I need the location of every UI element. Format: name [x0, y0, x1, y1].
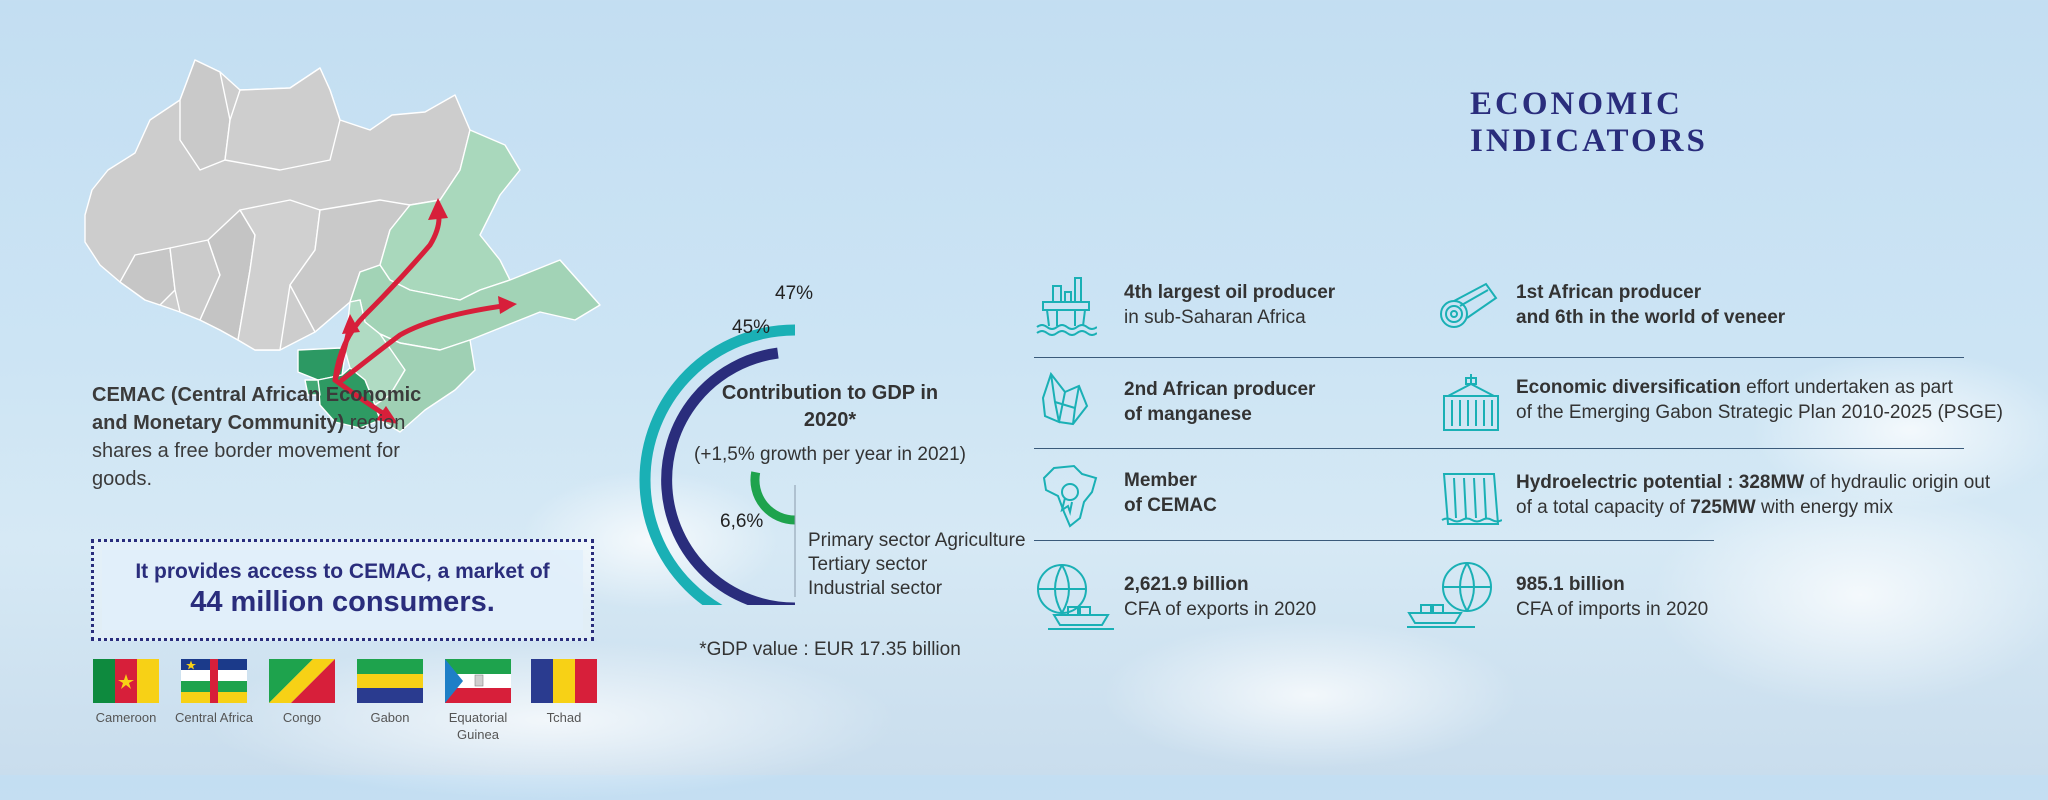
legend-primary-sector: Primary sector Agriculture	[808, 530, 1026, 551]
veneer-roll-icon	[1440, 282, 1498, 328]
indicator-cemac-member: Member of CEMAC	[1124, 468, 1217, 518]
indicator-subtitle-bold: 725MW	[1690, 497, 1756, 518]
indicator-title-rest: of hydraulic origin out	[1804, 472, 1991, 493]
legend-industrial-sector: Industrial sector	[808, 578, 943, 599]
market-access-line1: It provides access to CEMAC, a market of	[135, 560, 550, 583]
indicator-hydroelectric-potential: Hydroelectric potential : 328MW of hydra…	[1516, 470, 1990, 520]
export-ship-globe-icon	[1037, 564, 1114, 630]
indicator-manganese-producer: 2nd African producer of manganese	[1124, 377, 1315, 427]
gdp-growth-note: (+1,5% growth per year in 2021)	[694, 444, 966, 465]
indicator-subtitle-a: of a total capacity of	[1516, 497, 1691, 518]
oil-platform-icon	[1036, 277, 1097, 336]
gdp-label-primary: 6,6%	[720, 511, 764, 532]
import-ship-globe-icon	[1407, 562, 1492, 628]
indicator-subtitle: of CEMAC	[1124, 495, 1217, 516]
flag-label: Congo	[282, 710, 322, 725]
flag-label: Equatorial Guinea	[448, 710, 508, 742]
flag-item-central-africa: Central Africa	[174, 659, 254, 726]
indicator-subtitle: CFA of imports in 2020	[1516, 599, 1709, 620]
cemac-description-bold: CEMAC (Central African Economic and Mone…	[92, 384, 422, 434]
cloud-decoration	[1100, 620, 1520, 770]
gdp-arc-industrial	[661, 347, 795, 605]
gdp-value-note: *GDP value : EUR 17.35 billion	[699, 639, 961, 660]
indicator-imports: 985.1 billion CFA of imports in 2020	[1516, 572, 1708, 622]
indicator-title-rest: effort undertaken as part	[1740, 377, 1953, 398]
indicator-subtitle-b: with energy mix	[1755, 497, 1894, 518]
indicator-title: Hydroelectric potential : 328MW	[1516, 472, 1805, 493]
gdp-label-industrial: 45%	[732, 317, 771, 338]
separator-line	[1034, 448, 1964, 449]
indicator-title: 2nd African producer	[1124, 379, 1316, 400]
indicator-exports: 2,621.9 billion CFA of exports in 2020	[1124, 572, 1316, 622]
indicator-title: Member	[1124, 470, 1197, 491]
cemac-description-rest: region shares a free border movement for…	[92, 412, 406, 490]
gdp-title: Contribution to GDP in 2020*	[721, 382, 939, 431]
africa-map-badge-icon	[1042, 464, 1098, 528]
flag-label: Cameroon	[95, 710, 157, 725]
market-access-line2: 44 million consumers.	[190, 586, 495, 618]
indicator-title: 4th largest oil producer	[1124, 282, 1336, 303]
chad-flag-icon	[531, 659, 597, 703]
gdp-arc-tertiary	[639, 324, 796, 605]
cameroon-flag-icon	[93, 659, 159, 703]
central-africa-flag-icon	[181, 659, 247, 703]
equatorial-guinea-flag-icon	[445, 659, 511, 703]
indicator-economic-diversification: Economic diversification effort undertak…	[1516, 375, 2003, 425]
indicator-title: 985.1 billion	[1516, 574, 1625, 595]
flag-label: Gabon	[370, 710, 410, 725]
page-title: ECONOMIC INDICATORS	[1470, 86, 1708, 159]
flag-item-gabon: Gabon	[350, 659, 430, 726]
hydroelectric-dam-icon	[1441, 473, 1502, 525]
market-access-box: It provides access to CEMAC, a market of…	[91, 539, 594, 641]
indicator-title: Economic diversification	[1516, 377, 1741, 398]
central-africa-map-icon	[84, 59, 601, 433]
flag-item-chad: Tchad	[524, 659, 604, 726]
manganese-crystal-icon	[1041, 371, 1089, 426]
indicator-subtitle: of manganese	[1124, 404, 1252, 425]
flag-item-cameroon: Cameroon	[86, 659, 166, 726]
indicator-oil-producer: 4th largest oil producer in sub-Saharan …	[1124, 280, 1335, 330]
gdp-label-tertiary: 47%	[775, 283, 814, 304]
indicator-subtitle: in sub-Saharan Africa	[1124, 307, 1306, 328]
indicator-veneer-producer: 1st African producer and 6th in the worl…	[1516, 280, 1785, 330]
legend-tertiary-sector: Tertiary sector	[808, 554, 928, 575]
flag-item-congo: Congo	[262, 659, 342, 726]
separator-line	[1034, 540, 1714, 541]
gdp-contribution-chart	[639, 324, 796, 605]
flag-item-equatorial-guinea: Equatorial Guinea	[438, 659, 518, 743]
separator-line	[1034, 357, 1964, 358]
gabon-flag-icon	[357, 659, 423, 703]
indicator-title: 2,621.9 billion	[1124, 574, 1249, 595]
gdp-arc-primary	[750, 471, 796, 525]
market-access-inner: It provides access to CEMAC, a market of…	[102, 550, 583, 630]
indicator-title: 1st African producer	[1516, 282, 1702, 303]
flag-label: Central Africa	[174, 710, 254, 725]
cemac-description: CEMAC (Central African Economic and Mone…	[92, 381, 432, 493]
indicator-subtitle: CFA of exports in 2020	[1124, 599, 1317, 620]
flag-label: Tchad	[546, 710, 582, 725]
congo-flag-icon	[269, 659, 335, 703]
container-icon	[1443, 374, 1499, 431]
indicator-subtitle: and 6th in the world of veneer	[1516, 307, 1786, 328]
indicator-subtitle: of the Emerging Gabon Strategic Plan 201…	[1516, 402, 2003, 423]
